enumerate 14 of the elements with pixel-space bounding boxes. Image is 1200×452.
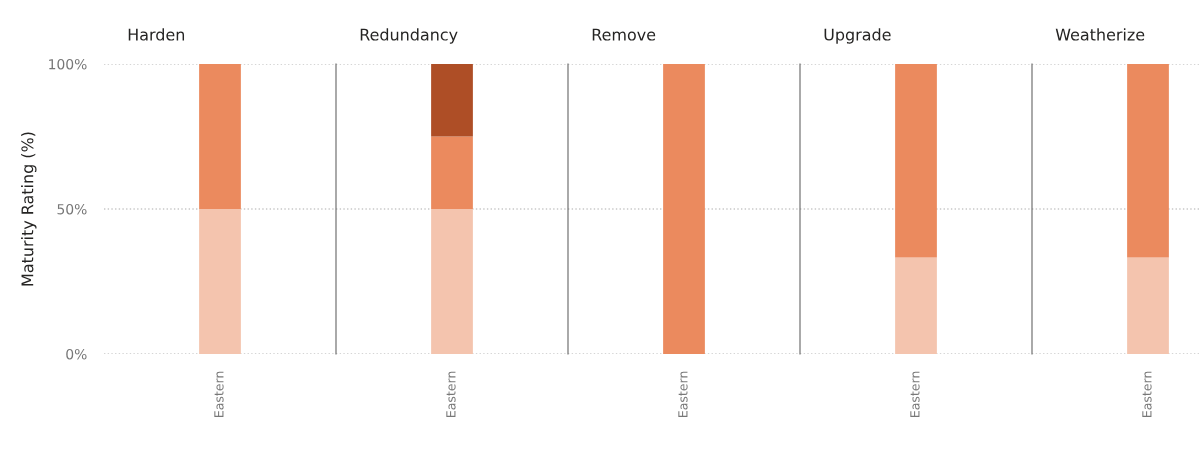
- y-tick-label: 0%: [66, 348, 87, 360]
- chart-title: Upgrade: [824, 28, 891, 44]
- y-axis-title: Maturity Rating (%): [21, 132, 37, 286]
- x-tick-label: Eastern: [214, 371, 224, 417]
- chart-title: Weatherize: [1055, 28, 1145, 41]
- y-tick-label: 50%: [57, 203, 87, 215]
- x-tick-label: Eastern: [1142, 371, 1152, 417]
- chart-title: Remove: [592, 28, 656, 41]
- chart-title: Harden: [128, 28, 185, 41]
- y-tick-label: 100%: [49, 58, 87, 70]
- x-tick-label: Eastern: [678, 371, 688, 417]
- chart-title: Redundancy: [360, 28, 458, 44]
- x-tick-label: Eastern: [910, 371, 920, 417]
- x-tick-label: Eastern: [446, 371, 456, 417]
